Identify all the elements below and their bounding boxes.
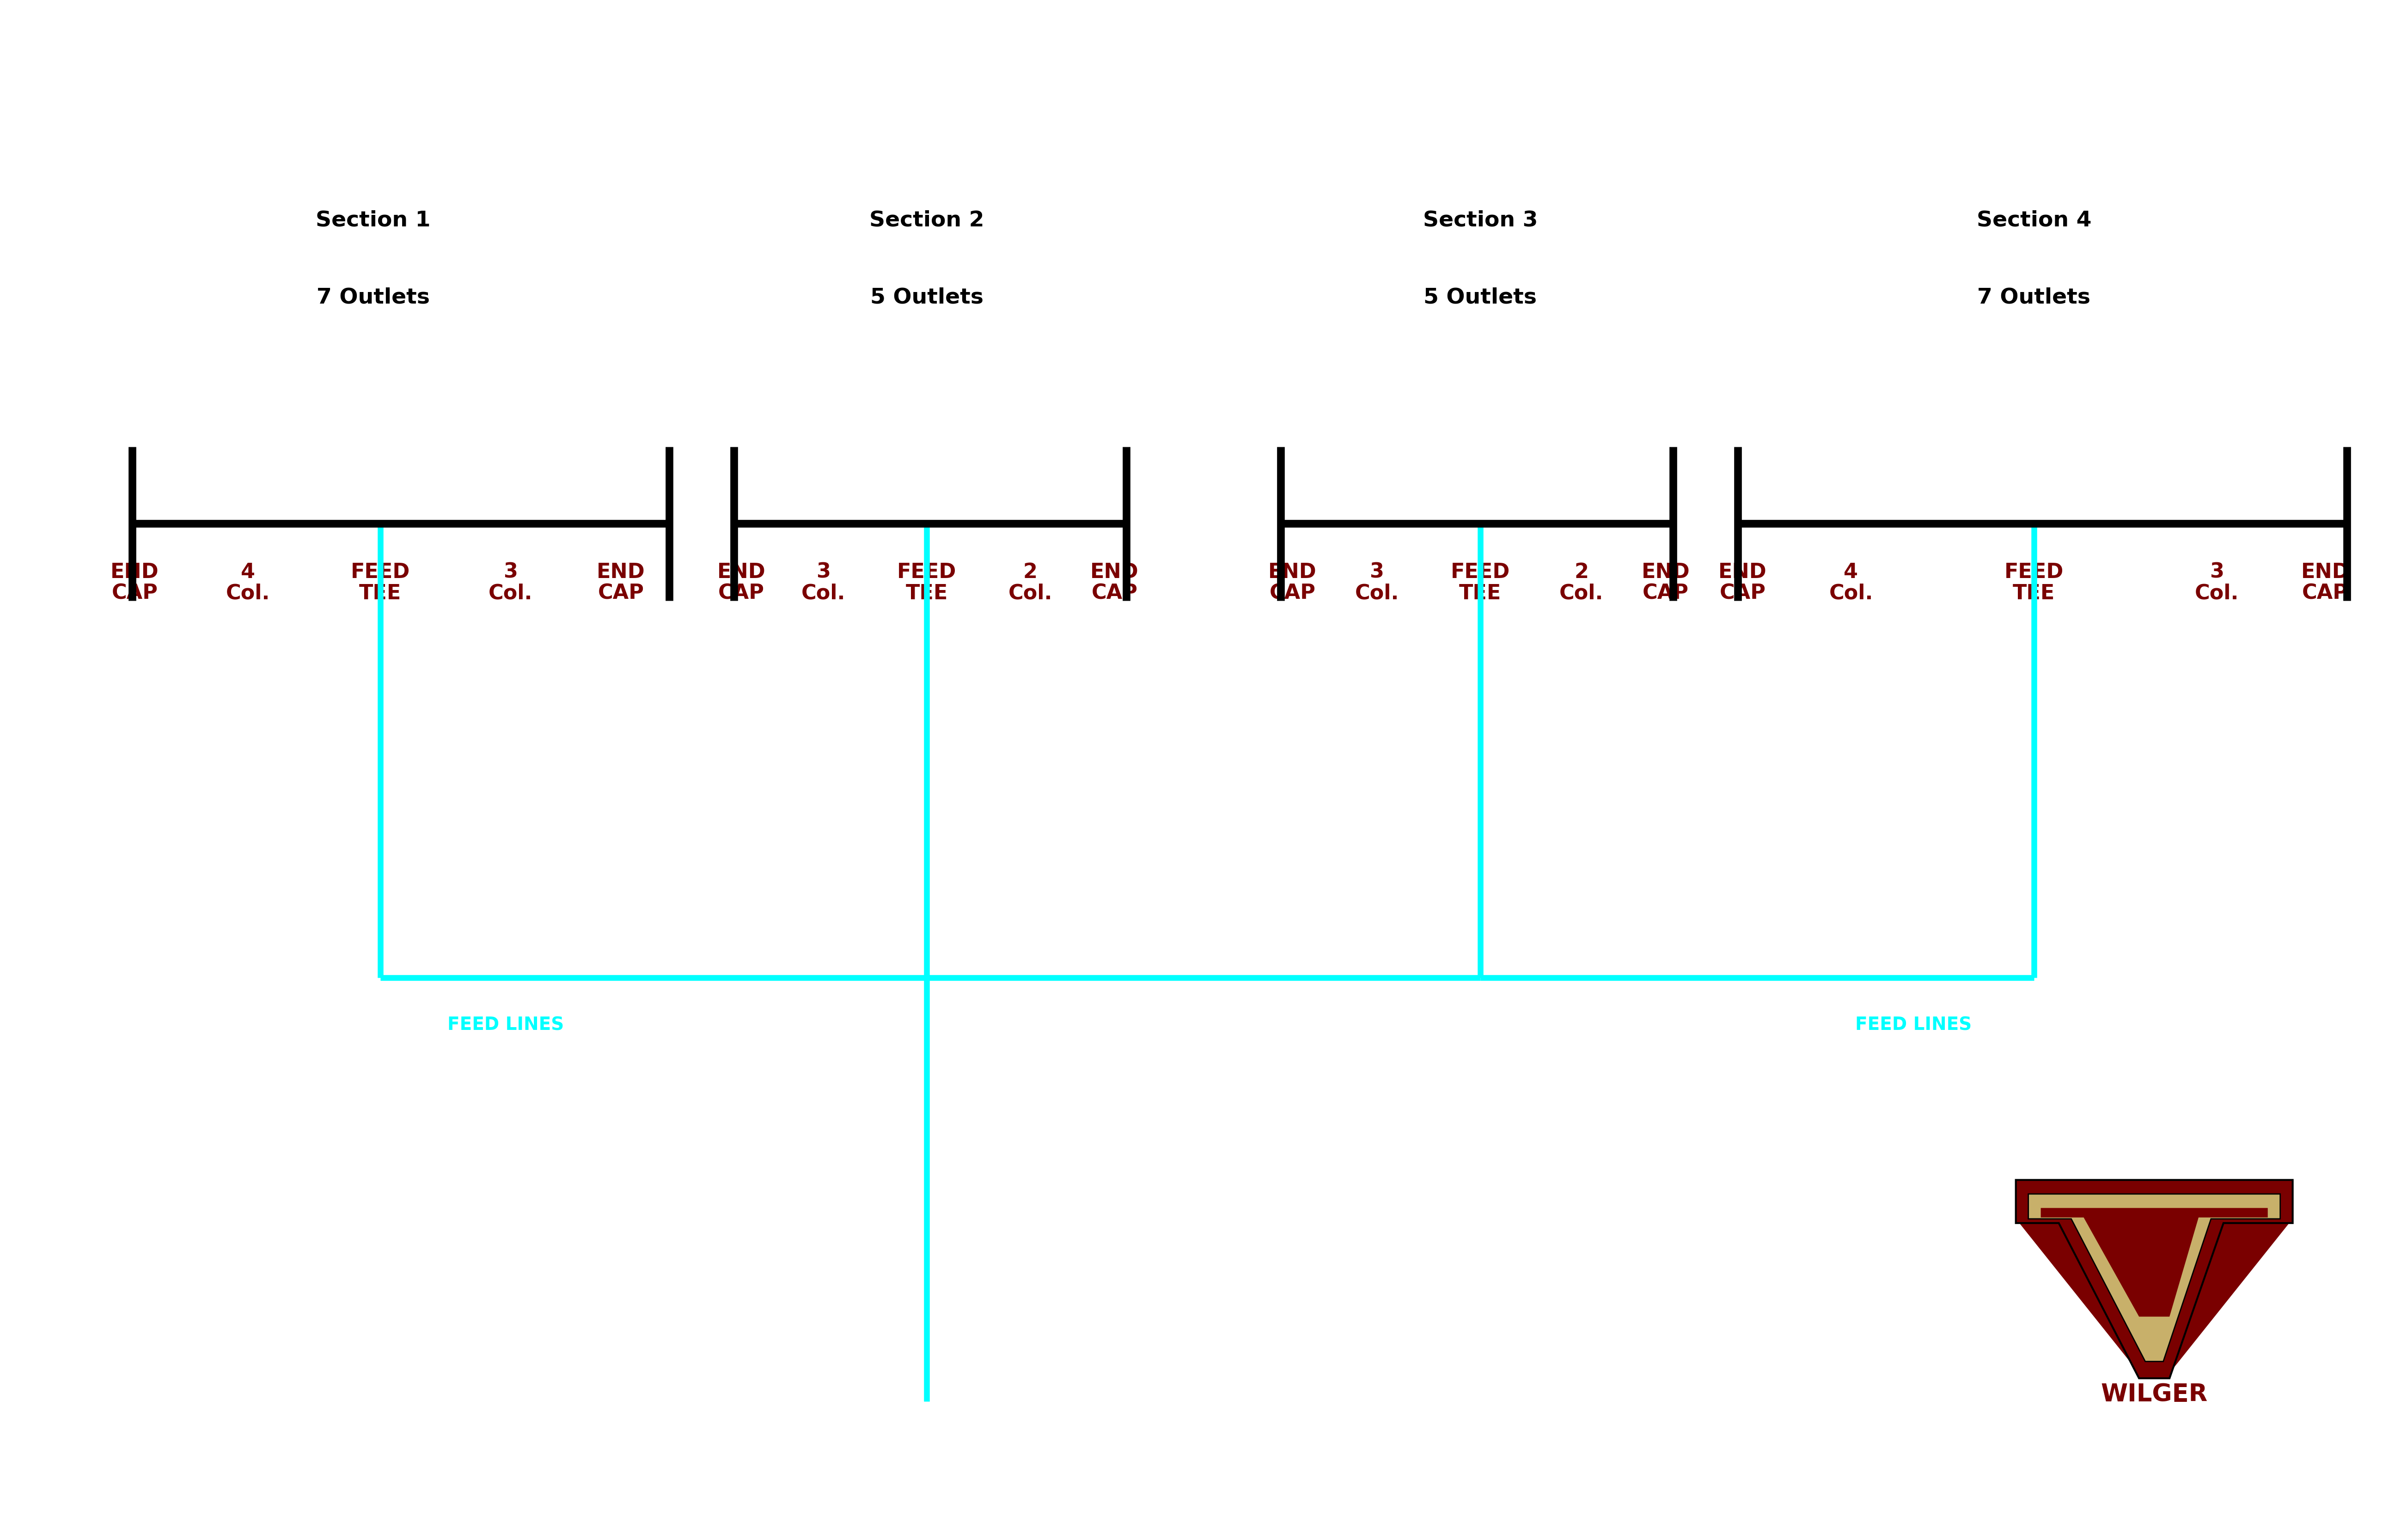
Text: FEED
TEE: FEED TEE xyxy=(898,562,956,604)
Text: 7 Outlets: 7 Outlets xyxy=(1976,286,2092,308)
Text: 5 Outlets: 5 Outlets xyxy=(1423,286,1538,308)
Polygon shape xyxy=(2015,1180,2291,1378)
Text: END
CAP: END CAP xyxy=(597,562,645,604)
Text: 4
Col.: 4 Col. xyxy=(226,562,270,604)
Text: 4
Col.: 4 Col. xyxy=(1829,562,1873,604)
Text: FEED LINES: FEED LINES xyxy=(448,1016,563,1033)
Text: FEED LINES: FEED LINES xyxy=(1856,1016,1971,1033)
Text: 2
Col.: 2 Col. xyxy=(1560,562,1603,604)
Text: WILGER: WILGER xyxy=(2101,1383,2207,1406)
Polygon shape xyxy=(2015,1180,2291,1378)
Text: 3
Col.: 3 Col. xyxy=(1355,562,1398,604)
Text: 3
Col.: 3 Col. xyxy=(802,562,845,604)
Text: Section 1: Section 1 xyxy=(315,209,431,231)
Text: FEED
TEE: FEED TEE xyxy=(1451,562,1509,604)
Polygon shape xyxy=(2041,1207,2267,1317)
Text: 3
Col.: 3 Col. xyxy=(2195,562,2239,604)
Text: 7 Outlets: 7 Outlets xyxy=(315,286,431,308)
Text: END
CAP: END CAP xyxy=(1090,562,1139,604)
Text: 2
Col.: 2 Col. xyxy=(1009,562,1052,604)
Text: 3
Col.: 3 Col. xyxy=(489,562,532,604)
Text: END
CAP: END CAP xyxy=(2301,562,2349,604)
Text: 5 Outlets: 5 Outlets xyxy=(869,286,984,308)
Text: END
CAP: END CAP xyxy=(1268,562,1317,604)
Text: END
CAP: END CAP xyxy=(717,562,765,604)
Text: END
CAP: END CAP xyxy=(111,562,159,604)
Text: FEED
TEE: FEED TEE xyxy=(2005,562,2063,604)
Text: Section 3: Section 3 xyxy=(1423,209,1538,231)
Text: END
CAP: END CAP xyxy=(1719,562,1767,604)
Text: FEED
TEE: FEED TEE xyxy=(351,562,409,604)
Text: Section 4: Section 4 xyxy=(1976,209,2092,231)
Text: Section 2: Section 2 xyxy=(869,209,984,231)
Polygon shape xyxy=(2029,1194,2279,1361)
Text: END
CAP: END CAP xyxy=(1642,562,1690,604)
